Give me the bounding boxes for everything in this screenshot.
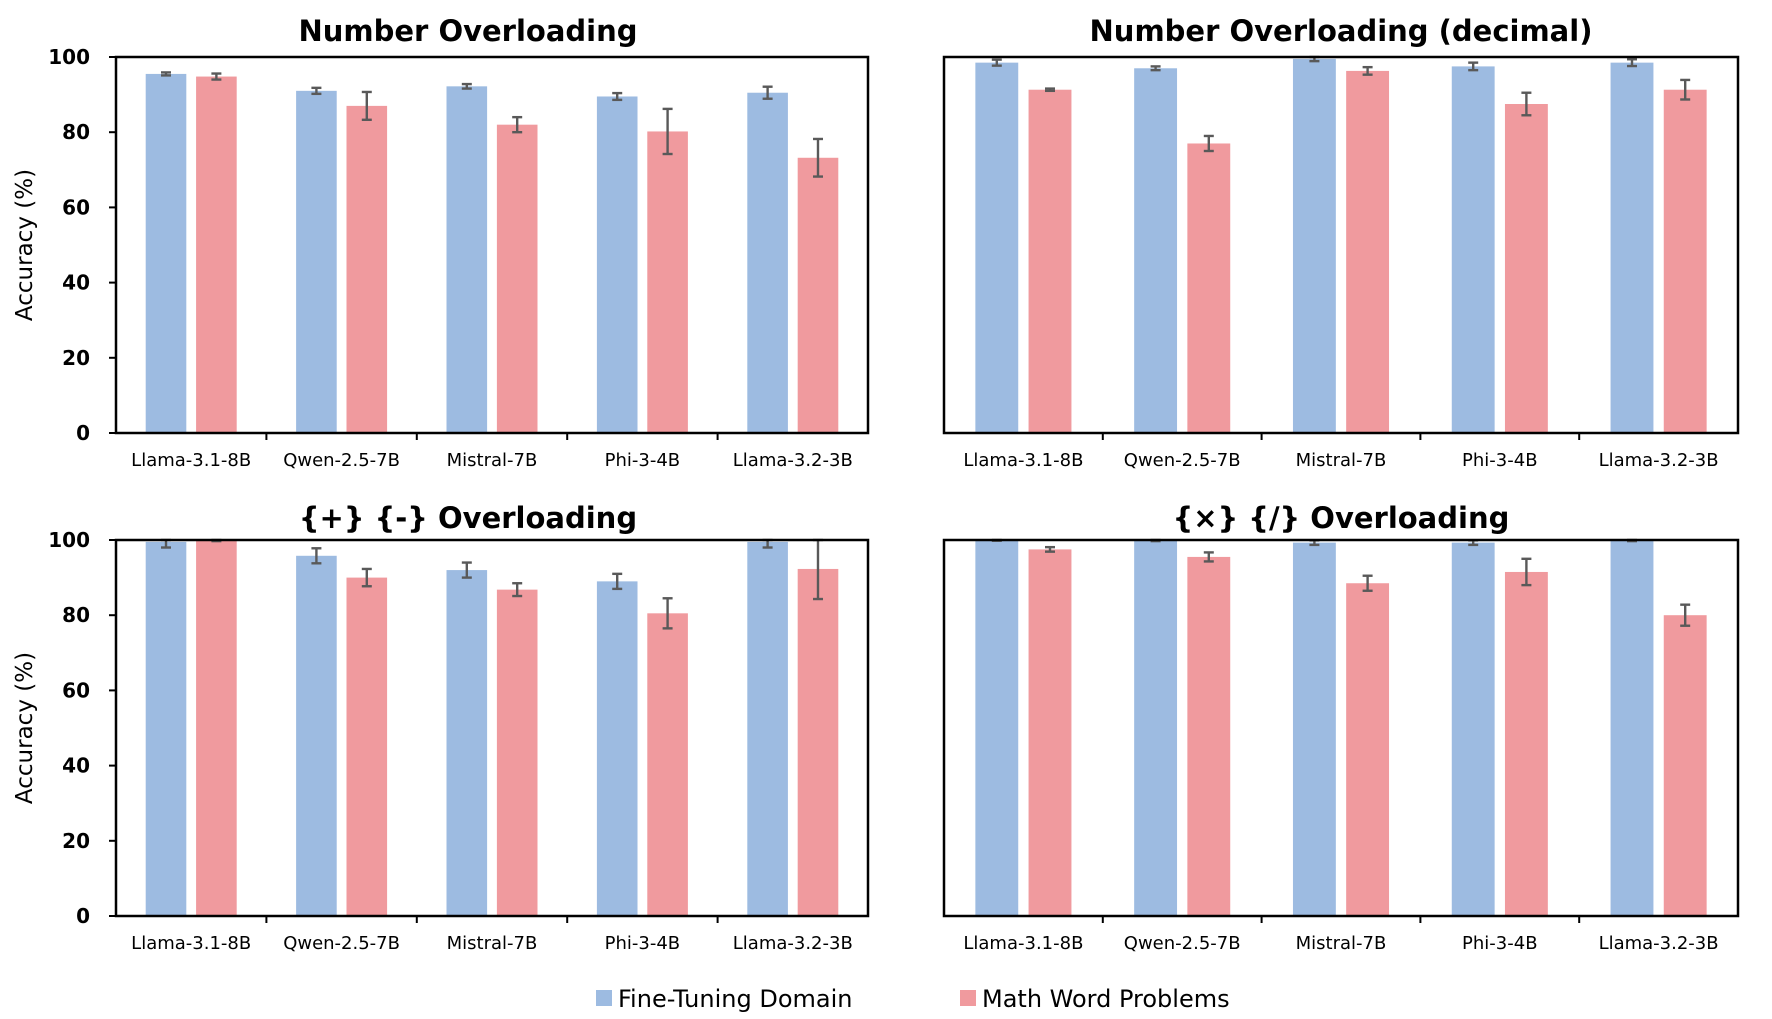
bar-fine-tuning: [296, 90, 337, 433]
plot-frame: [942, 55, 1740, 435]
bar-fine-tuning: [1292, 542, 1336, 916]
plot-frame: [114, 538, 870, 918]
plot-frame: [942, 538, 1740, 918]
bar-fine-tuning: [747, 541, 788, 916]
panel-title: Number Overloading (decimal): [1090, 14, 1593, 48]
x-category-label: Mistral-7B: [447, 450, 538, 471]
x-category-label: Qwen-2.5-7B: [1124, 933, 1241, 954]
bar-fine-tuning: [446, 86, 488, 433]
bar-math-word: [1028, 549, 1072, 916]
bar-math-word: [1028, 89, 1072, 433]
bar-fine-tuning: [145, 541, 187, 916]
bar-fine-tuning: [596, 96, 638, 433]
y-axis-label: Accuracy (%): [12, 169, 38, 321]
y-tick-label: 60: [62, 195, 90, 219]
x-category-label: Llama-3.2-3B: [1599, 450, 1719, 471]
bar-fine-tuning: [747, 92, 788, 433]
x-category-label: Llama-3.1-8B: [963, 450, 1083, 471]
chart-panel-3: {+} {-} Overloading 0 20 40 60 80 100 Accuracy …: [12, 501, 870, 954]
chart-panel-2: Number Overloading (decimal) Llama-3.1-8B…: [942, 14, 1740, 471]
legend-swatch-math-word: [960, 990, 976, 1006]
x-category-label: Qwen-2.5-7B: [283, 450, 400, 471]
bar-math-word: [647, 613, 688, 916]
legend: Fine-Tuning Domain Math Word Problems: [596, 985, 1230, 1013]
bar-math-word: [647, 131, 688, 433]
bar-math-word: [797, 157, 839, 433]
y-tick-label: 0: [76, 421, 90, 445]
x-category-label: Llama-3.1-8B: [963, 933, 1083, 954]
x-category-label: Qwen-2.5-7B: [283, 933, 400, 954]
bar-math-word: [496, 589, 538, 916]
y-tick-label: 0: [76, 904, 90, 928]
panel-title: Number Overloading: [298, 14, 637, 48]
bar-fine-tuning: [446, 570, 488, 916]
bar-fine-tuning: [975, 540, 1019, 916]
x-category-label: Phi-3-4B: [1462, 450, 1538, 471]
x-category-label: Phi-3-4B: [1462, 933, 1538, 954]
x-category-label: Phi-3-4B: [605, 450, 681, 471]
bar-fine-tuning: [1451, 66, 1495, 434]
y-axis-label: Accuracy (%): [12, 652, 38, 804]
y-tick-label: 40: [62, 754, 90, 778]
bar-fine-tuning: [975, 62, 1019, 433]
y-tick-label: 100: [48, 45, 90, 69]
bar-math-word: [496, 124, 538, 434]
bar-math-word: [196, 76, 237, 433]
bar-fine-tuning: [1134, 540, 1178, 916]
chart-panel-4: {×} {/} Overloading Llama-3.1-8B Qwen-2.5-…: [942, 501, 1740, 954]
bar-math-word: [1346, 583, 1390, 916]
bar-math-word: [1504, 571, 1548, 916]
y-tick-label: 60: [62, 678, 90, 702]
bar-math-word: [1187, 143, 1231, 434]
y-tick-label: 20: [62, 346, 90, 370]
x-category-label: Phi-3-4B: [605, 933, 681, 954]
y-tick-label: 80: [62, 603, 90, 627]
bar-fine-tuning: [145, 73, 187, 434]
y-tick-label: 100: [48, 528, 90, 552]
bar-fine-tuning: [1610, 62, 1654, 433]
bar-fine-tuning: [296, 555, 337, 916]
x-category-label: Mistral-7B: [1296, 450, 1387, 471]
x-category-label: Mistral-7B: [1296, 933, 1387, 954]
bar-fine-tuning: [1451, 542, 1495, 916]
bar-math-word: [346, 105, 388, 433]
bar-fine-tuning: [1610, 540, 1654, 916]
legend-label-fine-tuning: Fine-Tuning Domain: [618, 985, 852, 1013]
bar-math-word: [1504, 104, 1548, 433]
bar-fine-tuning: [1292, 58, 1336, 433]
plot-frame: [114, 55, 870, 435]
bar-fine-tuning: [1134, 68, 1178, 433]
bar-fine-tuning: [596, 581, 638, 916]
bar-math-word: [1663, 615, 1707, 916]
chart-panel-1: Number Overloading 0 20 40 60 80 100 Accuracy (…: [12, 14, 870, 471]
y-tick-label: 80: [62, 120, 90, 144]
x-category-label: Llama-3.2-3B: [733, 450, 853, 471]
bar-math-word: [1346, 70, 1390, 434]
bar-math-word: [196, 540, 237, 916]
bar-math-word: [346, 577, 388, 916]
legend-swatch-fine-tuning: [596, 990, 612, 1006]
y-tick-label: 20: [62, 829, 90, 853]
y-tick-label: 40: [62, 271, 90, 295]
x-category-label: Llama-3.1-8B: [131, 933, 251, 954]
panel-title: {+} {-} Overloading: [299, 501, 637, 535]
bar-math-word: [797, 568, 839, 916]
x-category-label: Mistral-7B: [447, 933, 538, 954]
x-category-label: Llama-3.2-3B: [733, 933, 853, 954]
bar-math-word: [1187, 556, 1231, 916]
legend-label-math-word: Math Word Problems: [982, 985, 1230, 1013]
x-category-label: Llama-3.1-8B: [131, 450, 251, 471]
x-category-label: Qwen-2.5-7B: [1124, 450, 1241, 471]
bar-math-word: [1663, 89, 1707, 433]
panel-title: {×} {/} Overloading: [1173, 501, 1510, 535]
x-category-label: Llama-3.2-3B: [1599, 933, 1719, 954]
